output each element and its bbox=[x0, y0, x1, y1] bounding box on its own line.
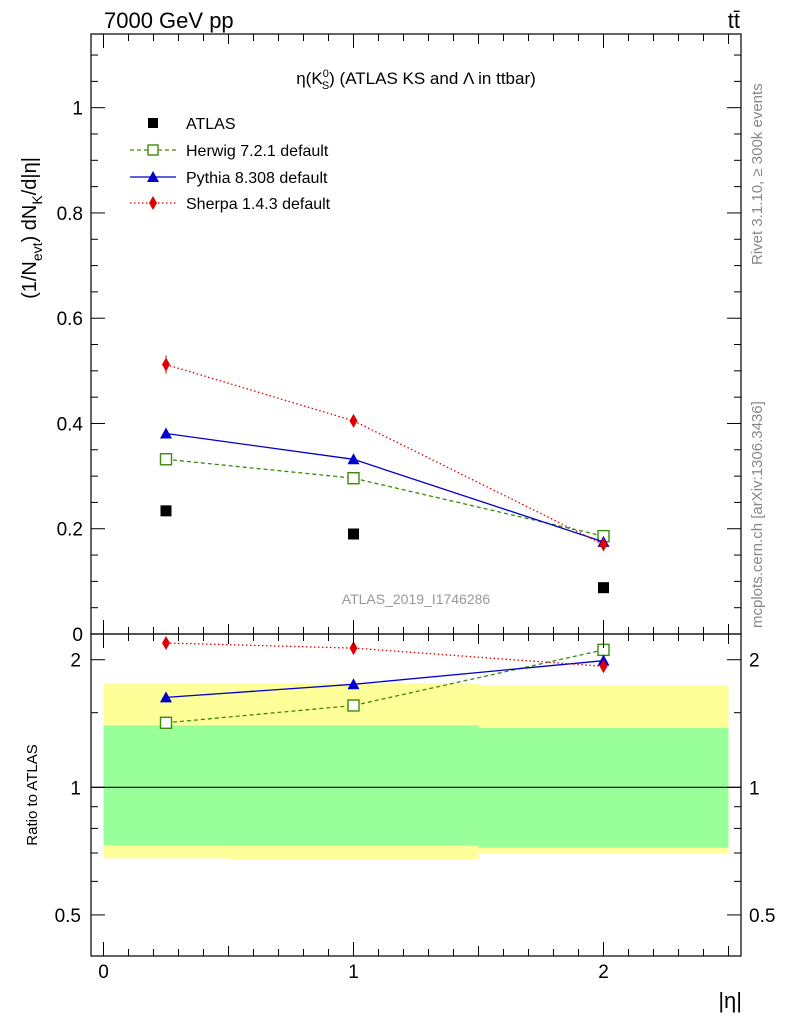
ratio-plot: 0.5 0.5 1 1 2 2 0 1 2 Ratio to ATLAS |η| bbox=[24, 633, 775, 1013]
main-ytick-label: 0.8 bbox=[57, 204, 83, 225]
analysis-watermark: ATLAS_2019_I1746286 bbox=[342, 591, 491, 607]
rivet-label: Rivet 3.1.10, ≥ 300k events bbox=[749, 83, 766, 265]
legend-herwig-label: Herwig 7.2.1 default bbox=[186, 143, 329, 160]
main-title: η(K0 S) (ATLAS KS and Λ in ttbar) bbox=[296, 68, 536, 92]
main-plot: 0 0.2 0.4 0.6 0.8 1 η(K0 S) (ATLAS KS and Λ in… bbox=[19, 33, 742, 646]
legend-sherpa-label: Sherpa 1.4.3 default bbox=[186, 196, 331, 213]
ratio-band-inner bbox=[228, 725, 479, 846]
ratio-ylabel: Ratio to ATLAS bbox=[24, 744, 41, 845]
ratio-ytick-label: 0.5 bbox=[55, 906, 81, 927]
ratio-pythia-point bbox=[347, 678, 360, 690]
legend-item-sherpa: Sherpa 1.4.3 default bbox=[130, 196, 331, 213]
main-ytick-label: 0.2 bbox=[57, 520, 83, 541]
main-sherpa-point bbox=[162, 357, 170, 372]
ratio-frame bbox=[90, 633, 742, 957]
process-label: tt̄ bbox=[728, 8, 740, 33]
main-ytick-label: 0.6 bbox=[57, 309, 83, 330]
ratio-ytick-label-right: 2 bbox=[749, 651, 760, 672]
main-atlas-point bbox=[348, 528, 359, 540]
legend-pythia-label: Pythia 8.308 default bbox=[186, 170, 328, 187]
legend-atlas-label: ATLAS bbox=[186, 116, 236, 133]
main-sherpa-line bbox=[165, 363, 604, 546]
ratio-xlabel: |η| bbox=[718, 988, 742, 1013]
legend-item-atlas: ATLAS bbox=[148, 116, 236, 133]
legend-pythia-marker bbox=[147, 171, 159, 182]
ratio-band-inner bbox=[103, 725, 229, 846]
main-ylabel: (1/Nevt) dNK/d|η| bbox=[19, 157, 45, 299]
main-herwig-line bbox=[165, 458, 604, 537]
main-sherpa-point bbox=[349, 413, 358, 428]
ratio-sherpa-line bbox=[165, 642, 604, 667]
ratio-xtick-label: 0 bbox=[98, 962, 109, 983]
main-pythia-point bbox=[347, 453, 360, 465]
main-ytick-label: 1 bbox=[72, 99, 83, 120]
ratio-herwig-point bbox=[347, 699, 360, 712]
ratio-sherpa-point bbox=[349, 641, 358, 656]
main-ytick-label: 0 bbox=[72, 625, 83, 646]
main-atlas-point bbox=[160, 505, 172, 517]
main-sherpa-point bbox=[599, 537, 608, 552]
legend-item-pythia: Pythia 8.308 default bbox=[130, 170, 328, 187]
main-herwig-point bbox=[347, 472, 360, 485]
ratio-sherpa-point bbox=[599, 659, 608, 674]
main-pythia-point bbox=[160, 427, 172, 439]
ratio-sherpa-point bbox=[162, 636, 170, 651]
ratio-herwig-point bbox=[159, 716, 173, 729]
legend-item-herwig: Herwig 7.2.1 default bbox=[130, 143, 329, 160]
ratio-ytick-label-right: 1 bbox=[749, 778, 760, 799]
legend-herwig-marker bbox=[147, 144, 159, 156]
ratio-ytick-label: 1 bbox=[70, 778, 81, 799]
ratio-pythia-point bbox=[160, 691, 172, 703]
legend-atlas-marker bbox=[148, 118, 158, 128]
mcplots-label: mcplots.cern.ch [arXiv:1306.3436] bbox=[749, 401, 766, 628]
main-herwig-point bbox=[159, 453, 173, 466]
energy-label: 7000 GeV pp bbox=[104, 8, 234, 33]
ratio-xtick-label: 2 bbox=[598, 962, 609, 983]
main-atlas-point bbox=[598, 582, 609, 594]
ratio-xtick-label: 1 bbox=[348, 962, 359, 983]
main-ytick-label: 0.4 bbox=[57, 414, 84, 435]
ratio-ytick-label: 2 bbox=[70, 651, 81, 672]
main-pythia-line bbox=[165, 432, 604, 543]
legend-sherpa-marker bbox=[149, 196, 157, 210]
legend: ATLAS Herwig 7.2.1 default Pythia 8.308 … bbox=[130, 116, 331, 213]
ratio-ytick-label-right: 0.5 bbox=[749, 906, 775, 927]
